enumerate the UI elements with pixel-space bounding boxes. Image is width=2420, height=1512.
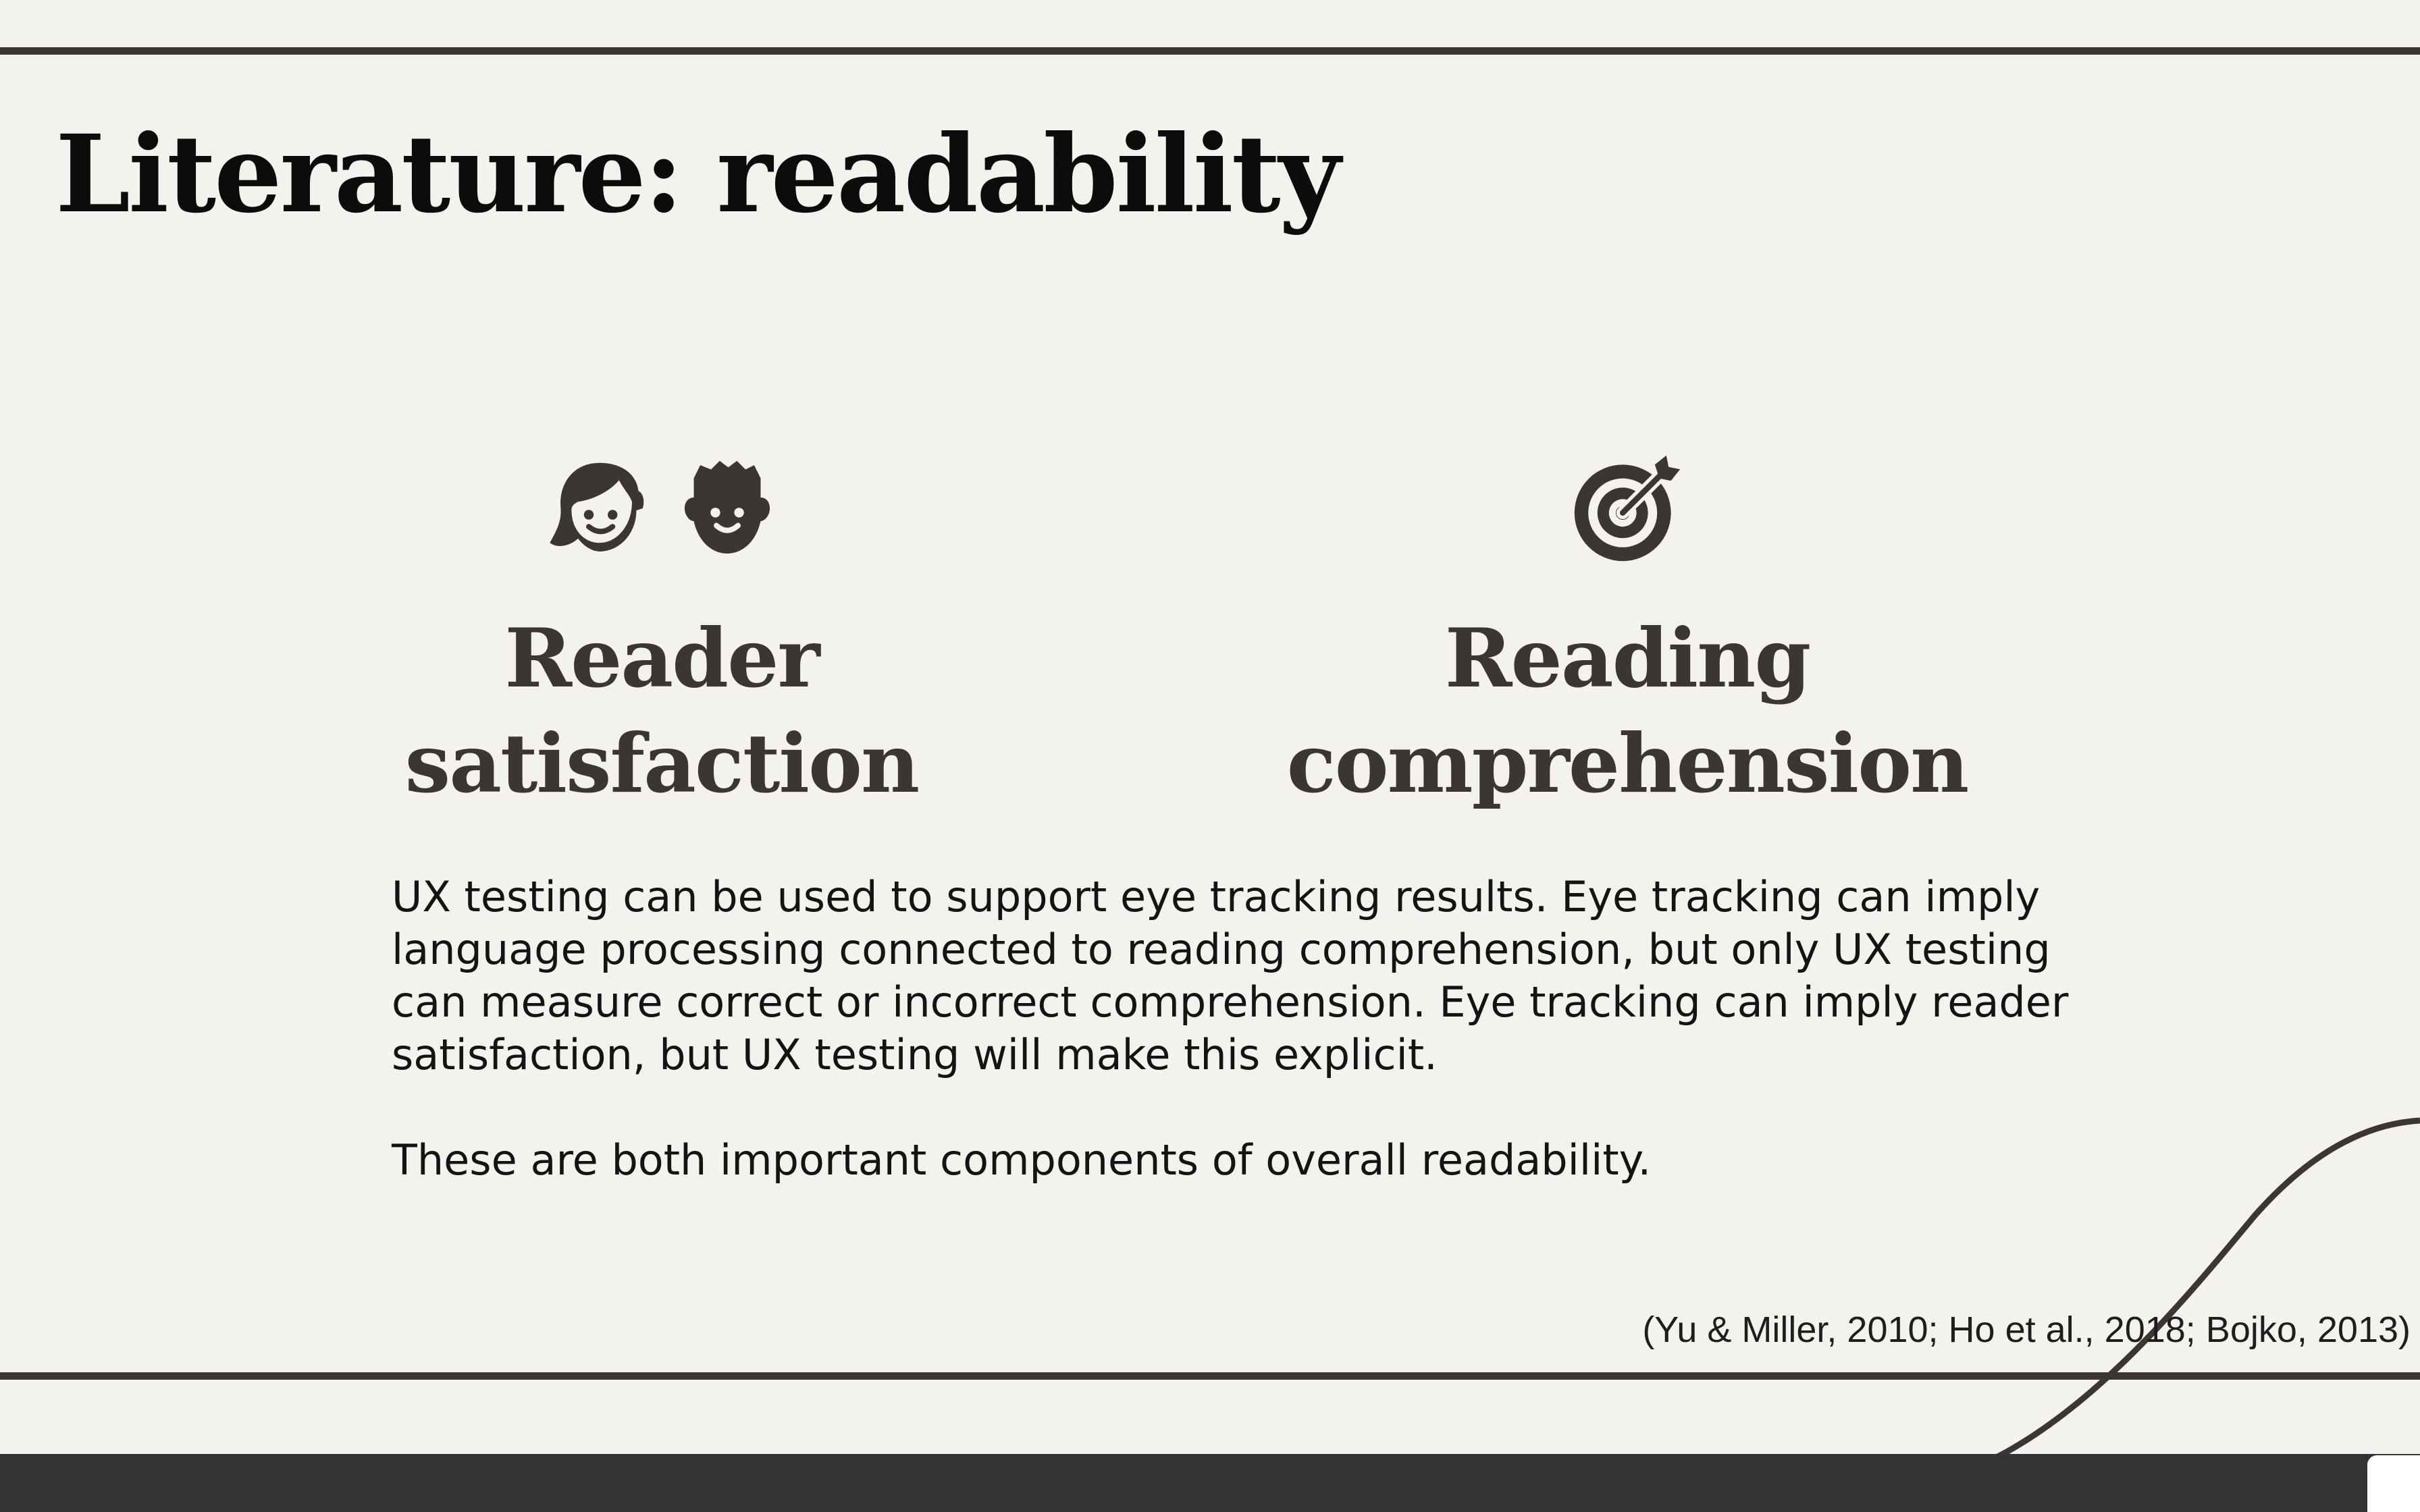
target-icon-row: [1215, 452, 2039, 567]
people-icons: [324, 452, 999, 567]
page-title: Literature: readability: [55, 112, 1341, 237]
woman-face-icon: [546, 454, 654, 566]
heading-line-2: comprehension: [1286, 716, 1970, 811]
citation: (Yu & Miller, 2010; Ho et al., 2018; Boj…: [1642, 1310, 2411, 1350]
reading-comprehension-heading: Reading comprehension: [1215, 606, 2039, 817]
heading-line-1: Reader: [504, 611, 820, 706]
body-text: UX testing can be used to support eye tr…: [392, 871, 2107, 1187]
body-paragraph: UX testing can be used to support eye tr…: [392, 872, 2069, 1079]
bottom-divider-line: [0, 1372, 2420, 1380]
top-divider-line: [0, 47, 2420, 55]
man-face-icon: [677, 454, 778, 566]
heading-line-1: Reading: [1444, 611, 1811, 706]
target-icon: [1570, 451, 1685, 569]
reader-satisfaction-heading: Reader satisfaction: [324, 606, 999, 817]
reader-satisfaction-column: Reader satisfaction: [324, 452, 999, 817]
body-paragraph: These are both important components of o…: [392, 1135, 1652, 1185]
corner-tab: [2367, 1455, 2420, 1512]
bottom-bar: [0, 1454, 2420, 1512]
heading-line-2: satisfaction: [404, 716, 920, 811]
reading-comprehension-column: Reading comprehension: [1215, 452, 2039, 817]
